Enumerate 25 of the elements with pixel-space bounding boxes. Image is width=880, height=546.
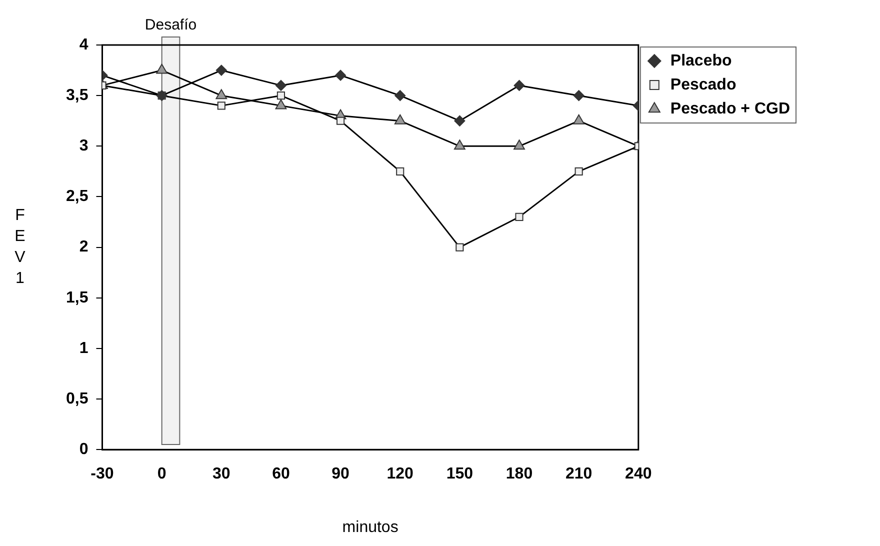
y-tick-label: 2,5 [66,188,88,206]
y-axis-title: FEV1 [14,207,26,288]
y-tick-label: 4 [79,36,88,54]
x-tick-label: 180 [506,466,533,483]
y-tick-label: 3 [79,138,88,155]
y-tick-label: 0,5 [66,390,88,408]
legend-label: Pescado [670,76,736,94]
y-tick-label: 1,5 [66,289,88,306]
x-tick-label: 150 [446,466,474,483]
x-tick-label: 120 [386,466,414,483]
x-axis-title: minutos [342,518,398,536]
band-label: Desafío [144,16,197,34]
legend-label: Pescado + CGD [670,100,790,118]
x-tick-label: 90 [332,466,350,483]
x-tick-label: -30 [90,466,114,483]
y-tick-label: 1 [79,340,88,357]
y-tick-label: 3,5 [66,86,88,104]
x-tick-label: 0 [157,466,166,483]
x-tick-label: 30 [212,466,230,483]
x-tick-label: 210 [565,466,592,483]
legend-label: Placebo [670,52,732,70]
x-tick-label: 240 [625,466,652,483]
x-tick-label: 60 [272,466,290,483]
y-tick-label: 0 [79,441,88,458]
y-tick-label: 2 [79,238,88,256]
